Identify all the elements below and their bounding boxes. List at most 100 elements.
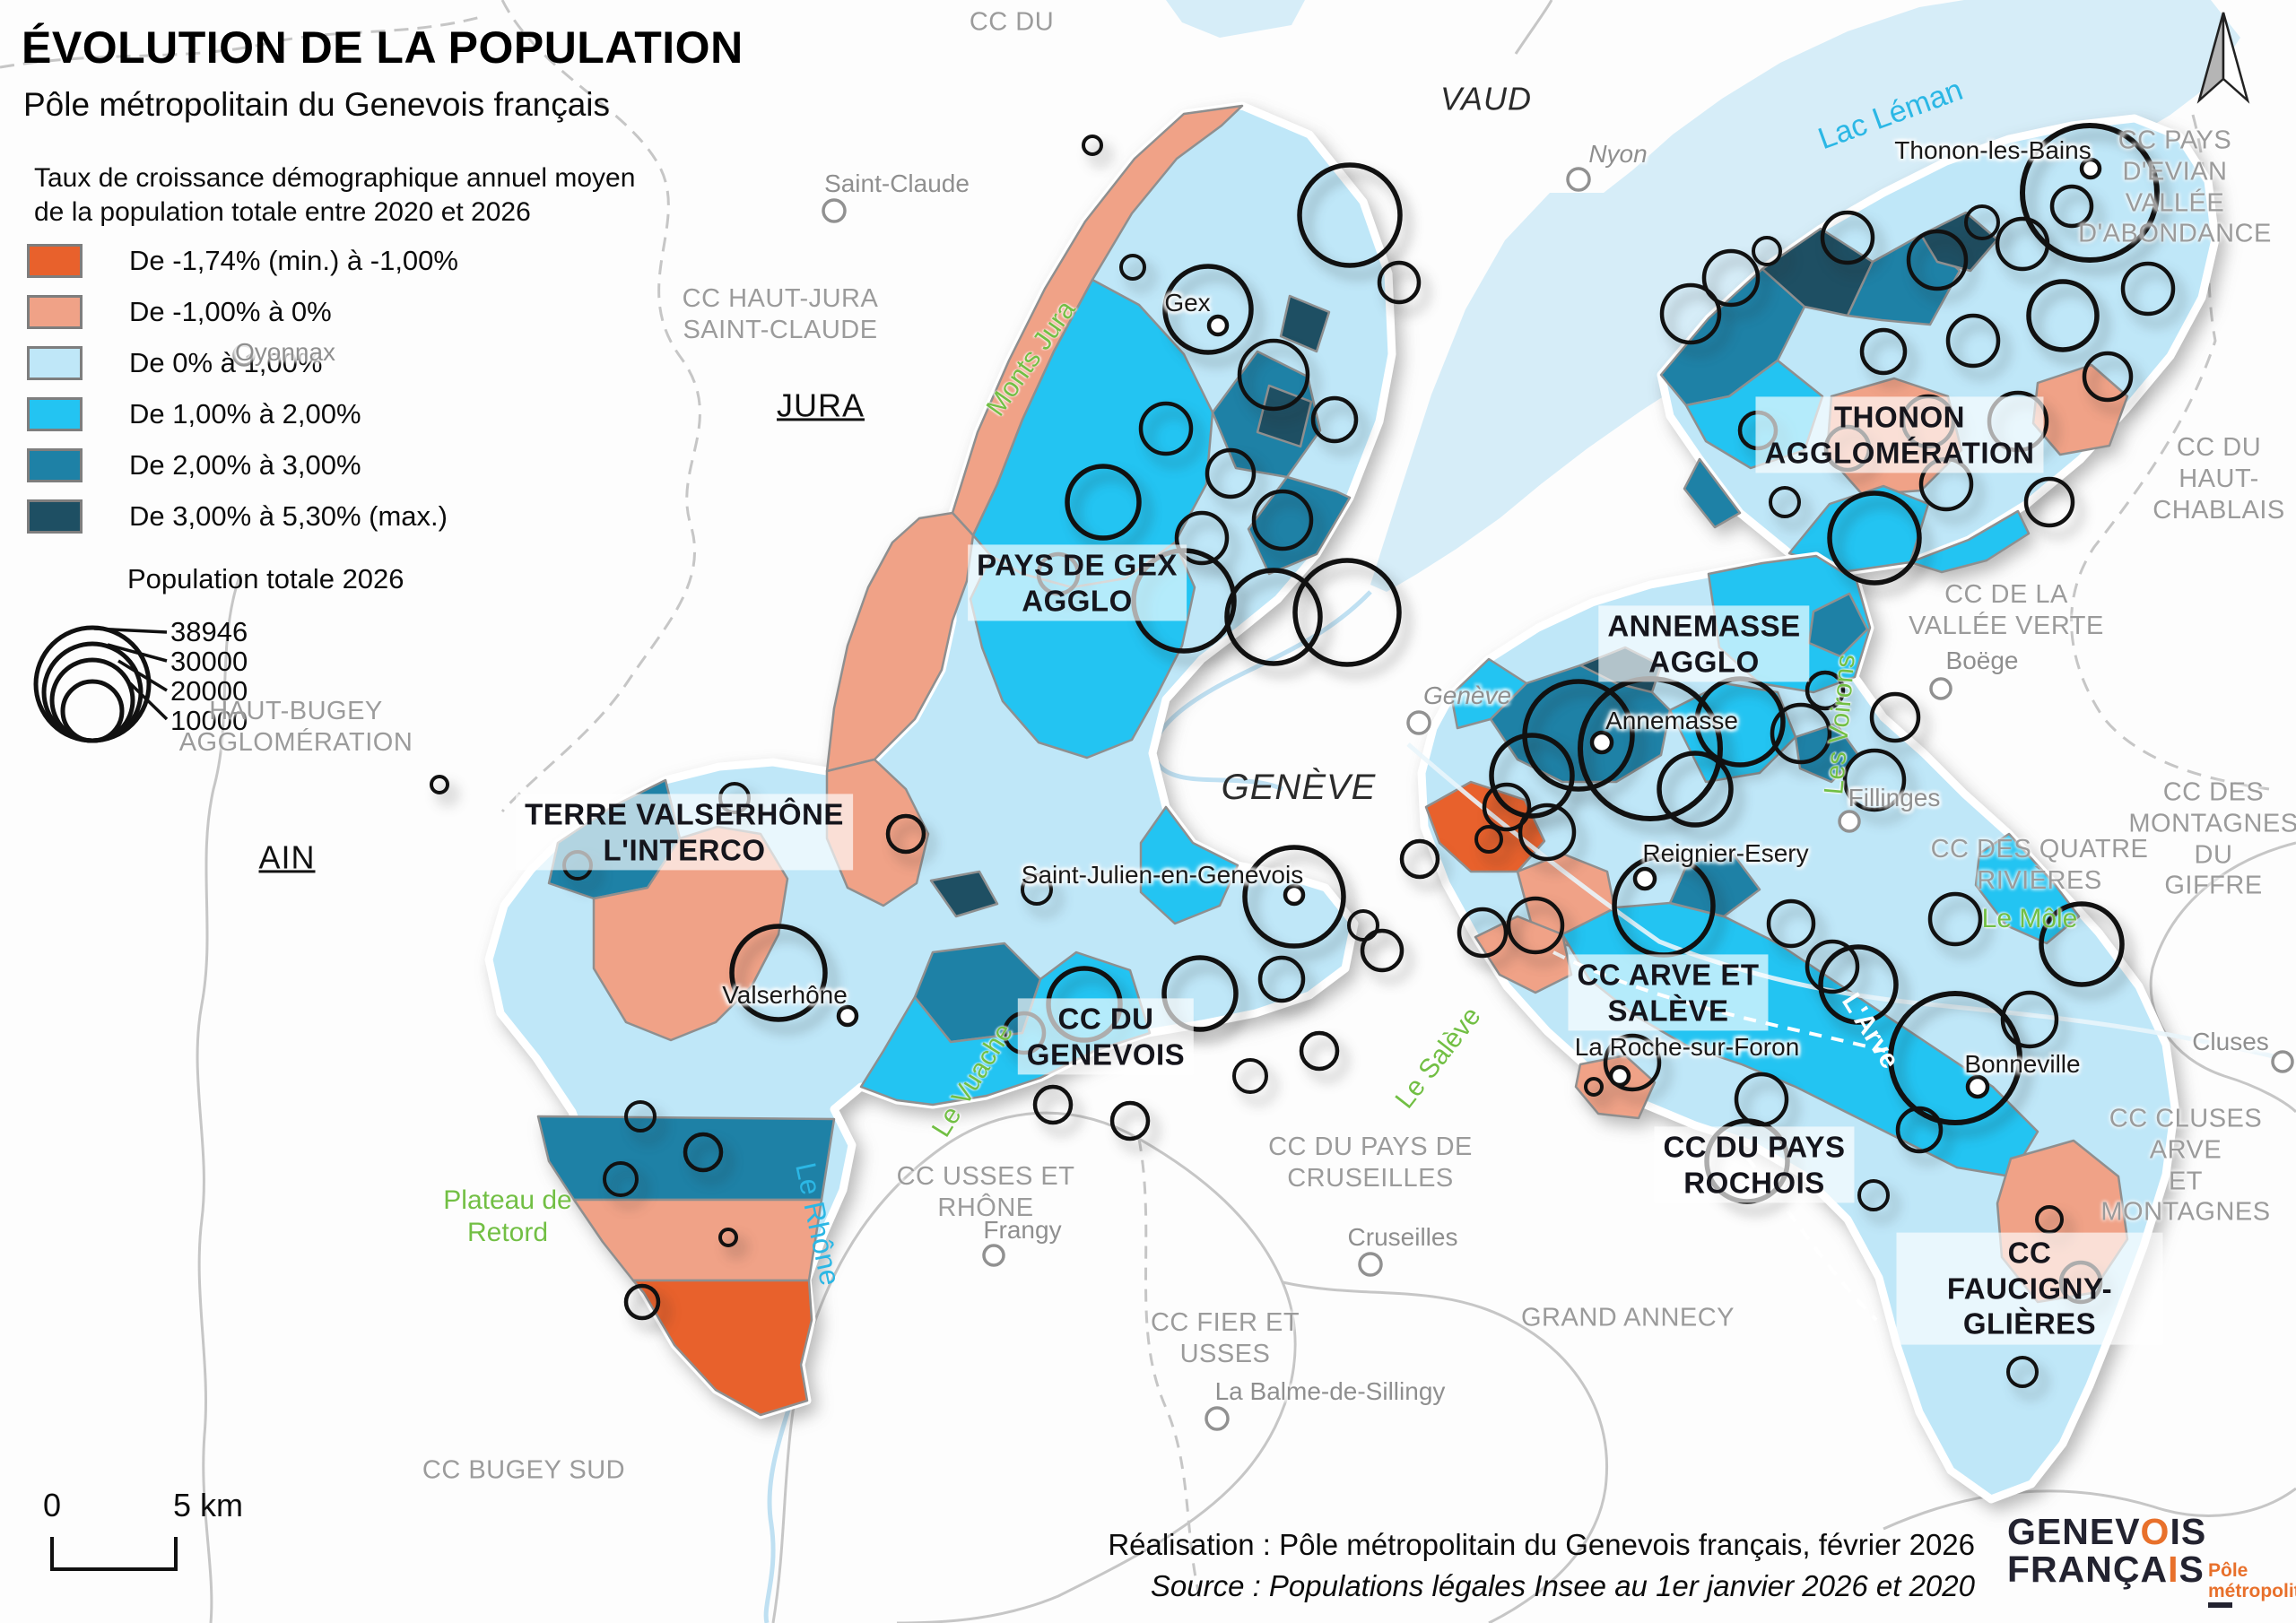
epci-label-cc-du-genevois: CC DU GENEVOIS — [1017, 998, 1195, 1075]
population-circles-shape — [1820, 210, 1875, 265]
population-circles-shape — [1584, 1077, 1604, 1097]
neighbor-label-montagnes-giffre: CC DES MONTAGNES DU GIFFRE — [2128, 777, 2296, 900]
map-subtitle: Pôle métropolitain du Genevois français — [23, 86, 611, 123]
neighbor-label-grand-annecy: GRAND ANNECY — [1520, 1303, 1735, 1332]
population-circles-shape — [1162, 264, 1254, 355]
epci-label-terre-valserhone: TERRE VALSERHÔNE L'INTERCO — [516, 794, 853, 871]
genevois-francais-logo: GENEVOIS FRANÇAIS Pôle métropolitain — [2007, 1511, 2296, 1608]
population-circles-shape — [2039, 901, 2125, 987]
population-circles-shape — [2120, 261, 2176, 317]
population-circles-shape — [1021, 873, 1053, 906]
population-circles-shape — [1805, 670, 1846, 711]
nature-label-plateau-de-retord: Plateau de Retord — [443, 1185, 572, 1247]
legend-row-6: De 3,00% à 5,30% (max.) — [27, 499, 448, 534]
west-cluster-shape — [859, 950, 1152, 1107]
population-circles-shape — [1138, 401, 1194, 456]
north-arrow-icon — [2196, 12, 2250, 104]
region-label-jura: JURA — [776, 386, 865, 424]
logo-text: GENEV — [2007, 1511, 2141, 1552]
west-cluster-shape — [1247, 475, 1352, 576]
legend-circle-leaders-shape — [93, 627, 168, 634]
city-label-nyon: Nyon — [1588, 140, 1648, 169]
region-label-geneve: GENÈVE — [1221, 768, 1377, 807]
population-circles-shape — [1964, 204, 2000, 240]
population-circles-shape — [1701, 248, 1761, 308]
member-city-markers — [836, 157, 2102, 1099]
legend-circle-leaders-shape — [128, 681, 169, 721]
population-circles-shape — [1399, 838, 1440, 880]
legend-label: De 1,00% à 2,00% — [129, 398, 361, 430]
population-circles-shape — [1109, 1100, 1151, 1141]
legend-circle-value: 38946 — [170, 616, 248, 647]
legend-circle-leaders — [93, 627, 169, 721]
neighbor-city-markers-shape — [232, 343, 256, 367]
map-title: ÉVOLUTION DE LA POPULATION — [22, 22, 744, 73]
epci-label-cc-arve-et-saleve: CC ARVE ET SALÈVE — [1568, 954, 1769, 1031]
population-circles-shape — [1770, 702, 1832, 765]
neighbor-city-markers-shape — [822, 198, 847, 223]
neighbor-city-markers-shape — [1838, 810, 1861, 833]
neighbor-label-bugey-sud: CC BUGEY SUD — [422, 1455, 626, 1485]
attribution-line2: Source : Populations légales Insee au 1e… — [1150, 1568, 1975, 1602]
population-circles-shape — [1242, 845, 1346, 949]
population-circles-shape — [1474, 825, 1503, 854]
population-circles-shape — [1859, 327, 1908, 376]
legend-row-4: De 1,00% à 2,00% — [27, 397, 361, 431]
logo-word-genevois: GENEVOIS — [2007, 1511, 2285, 1552]
population-circles-shape — [1888, 991, 2022, 1125]
population-circles-shape — [1082, 135, 1103, 156]
population-circles-shape — [1377, 260, 1422, 305]
population-circles-shape — [1205, 447, 1257, 499]
legend-row-1: De -1,74% (min.) à -1,00% — [27, 244, 458, 278]
epci-label-cc-du-pays-rochois: CC DU PAYS ROCHOIS — [1654, 1126, 1855, 1203]
population-circles-shape — [1995, 216, 2050, 272]
population-circles-shape — [1906, 229, 1969, 291]
member-city-markers-shape — [1632, 866, 1657, 891]
neighbor-label-vallee-verte: CC DE LA VALLÉE VERTE — [1909, 580, 2104, 640]
neighbor-city-markers-shape — [1358, 1252, 1383, 1277]
population-circles-shape — [623, 1283, 661, 1321]
east-cluster-shape — [1668, 852, 1761, 918]
population-circles-shape — [683, 1132, 724, 1173]
lake-leman-shape — [1166, 0, 1305, 38]
north-arrow-icon-shape — [2222, 12, 2250, 104]
city-label-cruseilles: Cruseilles — [1347, 1223, 1458, 1252]
arve-river — [1406, 742, 2286, 1063]
neighbor-label-cc-du: CC DU — [969, 7, 1055, 37]
neighbor-label-pays-cruseilles: CC DU PAYS DE CRUSEILLES — [1268, 1133, 1473, 1193]
city-label-saint-julien: Saint-Julien-en-Genevois — [1021, 861, 1304, 890]
neighbor-boundaries-shape — [1883, 1487, 2296, 1531]
city-label-geneve: Genève — [1422, 681, 1512, 710]
population-circles-shape — [1457, 907, 1509, 959]
neighbor-boundaries-shape — [1514, 0, 1553, 55]
logo-text: S — [2179, 1548, 2205, 1590]
population-circles-shape — [718, 1228, 738, 1247]
west-cluster-shape — [631, 1279, 813, 1417]
population-circles-shape — [430, 775, 449, 794]
legend-circle-leaders-shape — [117, 659, 168, 692]
member-city-markers-shape — [836, 1004, 859, 1028]
neighbor-label-haut-bugey: HAUT-BUGEY AGGLOMÉRATION — [178, 697, 413, 757]
logo-text: FRANÇA — [2007, 1548, 2169, 1590]
population-circles-shape — [1506, 896, 1565, 955]
city-label-frangy: Frangy — [983, 1216, 1062, 1245]
neighbor-city-markers — [232, 167, 2294, 1431]
legend-label: De 3,00% à 5,30% (max.) — [129, 500, 448, 532]
neighbor-label-haut-chablais: CC DU HAUT-CHABLAIS — [2152, 432, 2285, 525]
neighbor-label-pays-evian: CC PAYS D'EVIAN VALLÉE D'ABONDANCE — [2078, 126, 2272, 248]
population-circles-shape — [1119, 254, 1146, 281]
city-label-la-balme-de-sillingy: La Balme-de-Sillingy — [1214, 1377, 1446, 1406]
population-circles-shape — [1232, 1058, 1268, 1094]
neighbor-city-markers-shape — [982, 1244, 1005, 1267]
city-label-boege: Boëge — [1945, 647, 2019, 675]
logo-underscore — [2208, 1602, 2232, 1608]
legend-row-5: De 2,00% à 3,00% — [27, 448, 361, 482]
legend-swatch-min-neg — [27, 244, 83, 278]
city-label-valserhone: Valserhône — [722, 981, 848, 1010]
legend-label: De -1,74% (min.) à -1,00% — [129, 245, 458, 276]
west-cluster-shape — [1279, 294, 1331, 353]
city-label-thonon-les-bains: Thonon-les-Bains — [1894, 136, 2092, 165]
logo-text: IS — [2170, 1511, 2207, 1552]
city-label-cluses: Cluses — [2192, 1028, 2269, 1056]
